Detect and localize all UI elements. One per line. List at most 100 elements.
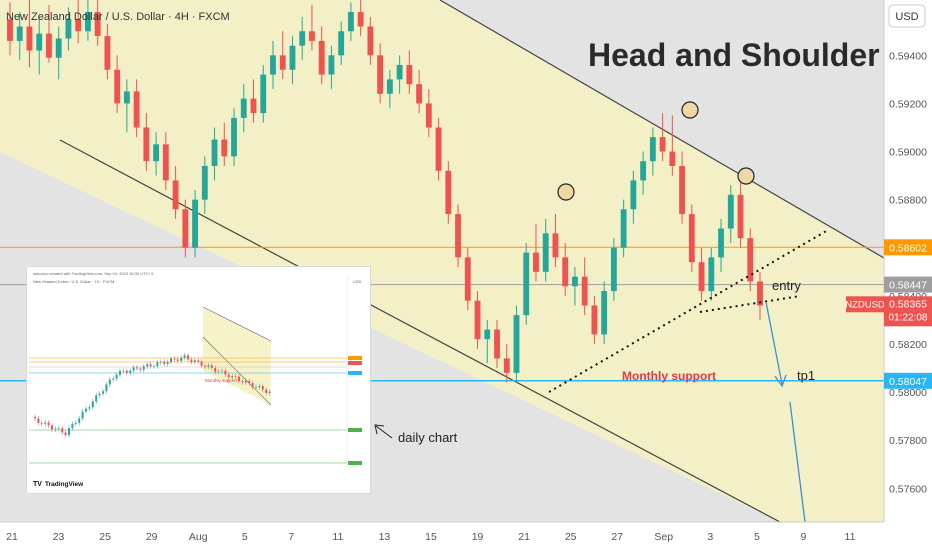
- candle-body: [114, 69, 121, 104]
- candle-body: [16, 26, 23, 41]
- inset-candle-body: [54, 428, 57, 430]
- daily-chart-arrow: [375, 425, 393, 439]
- candle-body: [55, 38, 62, 58]
- inset-candle-body: [244, 380, 247, 383]
- y-tick-label: 0.57600: [889, 483, 927, 495]
- inset-candle-body: [234, 375, 237, 377]
- candle-body: [484, 329, 491, 340]
- candle-body: [435, 127, 442, 171]
- x-tick-label: 23: [53, 531, 65, 543]
- candle-body: [347, 12, 354, 32]
- daily-chart-arrow-head: [374, 424, 385, 435]
- inset-candle-body: [34, 417, 36, 419]
- inset-candle-body: [183, 355, 186, 358]
- candle-body: [542, 233, 549, 272]
- inset-candle-body: [227, 374, 230, 378]
- x-tick-label: 21: [6, 531, 18, 543]
- inset-candle-body: [125, 370, 128, 373]
- inset-candle-body: [132, 367, 135, 371]
- candle-body: [7, 19, 13, 41]
- daily-chart-label: daily chart: [398, 430, 458, 445]
- candle-body: [357, 12, 364, 27]
- inset-candle-body: [200, 361, 203, 366]
- inset-candle-body: [210, 365, 213, 368]
- x-tick-label: 9: [801, 531, 807, 543]
- projection-line: [789, 401, 806, 523]
- symbol-tag: [846, 296, 884, 313]
- currency-button[interactable]: [888, 4, 926, 28]
- right-shoulder-marker: [737, 167, 755, 185]
- candle-body: [289, 45, 296, 70]
- x-tick-label: 3: [707, 531, 713, 543]
- inset-candle-body: [122, 370, 125, 372]
- candle-body: [601, 291, 608, 335]
- inset-price-tag-3: [348, 371, 362, 375]
- inset-candle-body: [204, 365, 206, 367]
- countdown-text: 01:22:08: [889, 312, 928, 323]
- inset-candle-body: [258, 386, 261, 388]
- inset-candle-body: [78, 418, 81, 423]
- inset-candle-body: [241, 381, 244, 383]
- candle-body: [610, 247, 617, 292]
- inset-candle-body: [268, 391, 271, 393]
- inset-candle-body: [190, 359, 193, 362]
- x-tick-label: 5: [754, 531, 760, 543]
- candle-body: [182, 209, 189, 248]
- candle-body: [406, 64, 413, 85]
- channel-upper-line: [439, 0, 885, 259]
- candle-body: [85, 12, 91, 32]
- candle-body: [620, 209, 627, 248]
- monthly-support-label: Monthly support: [622, 369, 716, 383]
- candle-body: [36, 33, 43, 51]
- candle-body: [640, 161, 647, 181]
- candle-body: [581, 276, 588, 306]
- last-price-tag: [884, 296, 932, 327]
- inset-price-tag-2: [348, 361, 362, 365]
- candle-body: [309, 31, 315, 41]
- inset-candles: [34, 352, 271, 438]
- y-tick-label: 0.57800: [889, 435, 927, 447]
- candle-body: [727, 194, 734, 229]
- inset-price-tag-5: [348, 461, 362, 465]
- left-shoulder-marker: [557, 183, 575, 201]
- inset-candle-body: [102, 391, 104, 394]
- candle-body: [552, 233, 559, 258]
- inset-candle-body: [238, 376, 240, 382]
- candle-body: [338, 31, 345, 56]
- y-tick-label: 0.58200: [889, 339, 927, 351]
- inset-candle-body: [108, 379, 111, 385]
- candle-body: [153, 144, 160, 162]
- tp1-label: tp1: [797, 368, 815, 383]
- inset-candle-body: [231, 375, 234, 378]
- candle-body: [698, 262, 705, 292]
- y-tick-label: 0.59000: [889, 147, 927, 159]
- candle-body: [211, 139, 218, 166]
- candle-body: [630, 180, 637, 210]
- inset-candle-body: [248, 380, 251, 384]
- x-tick-label: 25: [99, 531, 111, 543]
- candle-body: [46, 33, 52, 58]
- candle-body: [250, 98, 257, 114]
- inset-logo-text: TradingView: [45, 481, 84, 488]
- inset-candle-body: [91, 401, 94, 408]
- inset-candle-body: [265, 389, 268, 393]
- candle-body: [318, 40, 325, 75]
- inset-candle-body: [129, 370, 132, 373]
- candle-body: [172, 180, 179, 210]
- candle-body: [562, 257, 569, 287]
- inset-candle-body: [156, 362, 159, 367]
- inset-candle-body: [261, 386, 264, 390]
- inset-candle-body: [193, 360, 196, 362]
- blue-price-tag: [884, 372, 932, 389]
- candle-body: [260, 74, 267, 114]
- candle-body: [445, 170, 452, 215]
- neckline-2: [699, 295, 801, 313]
- candle-body: [669, 151, 676, 166]
- inset-candle-body: [105, 384, 108, 392]
- price-axis: [884, 0, 932, 550]
- candles-group: [7, 0, 763, 383]
- inset-candle-body: [163, 361, 166, 364]
- candle-body: [279, 55, 286, 70]
- inset-candle-body: [112, 378, 115, 380]
